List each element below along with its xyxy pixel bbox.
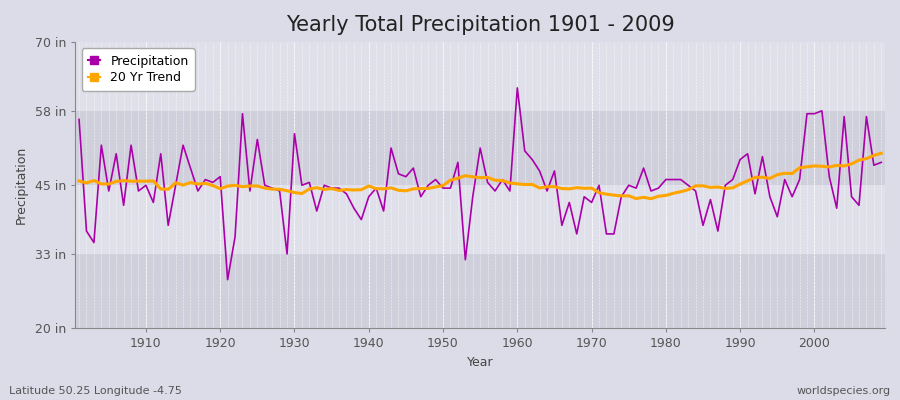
- 20 Yr Trend: [645, 196, 656, 201]
- Bar: [76, 254, 885, 328]
- Line: 20 Yr Trend: 20 Yr Trend: [79, 153, 881, 199]
- 20 Yr Trend: [876, 151, 886, 156]
- Y-axis label: Precipitation: Precipitation: [15, 146, 28, 224]
- 20 Yr Trend: [74, 178, 85, 183]
- Bar: [76, 42, 885, 111]
- X-axis label: Year: Year: [467, 356, 493, 369]
- Precipitation: [519, 148, 530, 153]
- Legend: Precipitation, 20 Yr Trend: Precipitation, 20 Yr Trend: [82, 48, 194, 91]
- Precipitation: [304, 180, 315, 185]
- 20 Yr Trend: [296, 191, 307, 196]
- Text: Latitude 50.25 Longitude -4.75: Latitude 50.25 Longitude -4.75: [9, 386, 182, 396]
- Title: Yearly Total Precipitation 1901 - 2009: Yearly Total Precipitation 1901 - 2009: [286, 15, 674, 35]
- 20 Yr Trend: [133, 179, 144, 184]
- Text: worldspecies.org: worldspecies.org: [796, 386, 891, 396]
- 20 Yr Trend: [601, 192, 612, 196]
- Line: Precipitation: Precipitation: [79, 88, 881, 280]
- Bar: [76, 185, 885, 254]
- Precipitation: [526, 157, 537, 162]
- 20 Yr Trend: [512, 182, 523, 186]
- Precipitation: [348, 206, 359, 210]
- Precipitation: [876, 160, 886, 165]
- Precipitation: [512, 86, 523, 90]
- Precipitation: [616, 194, 626, 199]
- 20 Yr Trend: [505, 180, 516, 185]
- Precipitation: [222, 277, 233, 282]
- Precipitation: [133, 188, 144, 193]
- 20 Yr Trend: [341, 187, 352, 192]
- Bar: [76, 111, 885, 185]
- Precipitation: [74, 117, 85, 122]
